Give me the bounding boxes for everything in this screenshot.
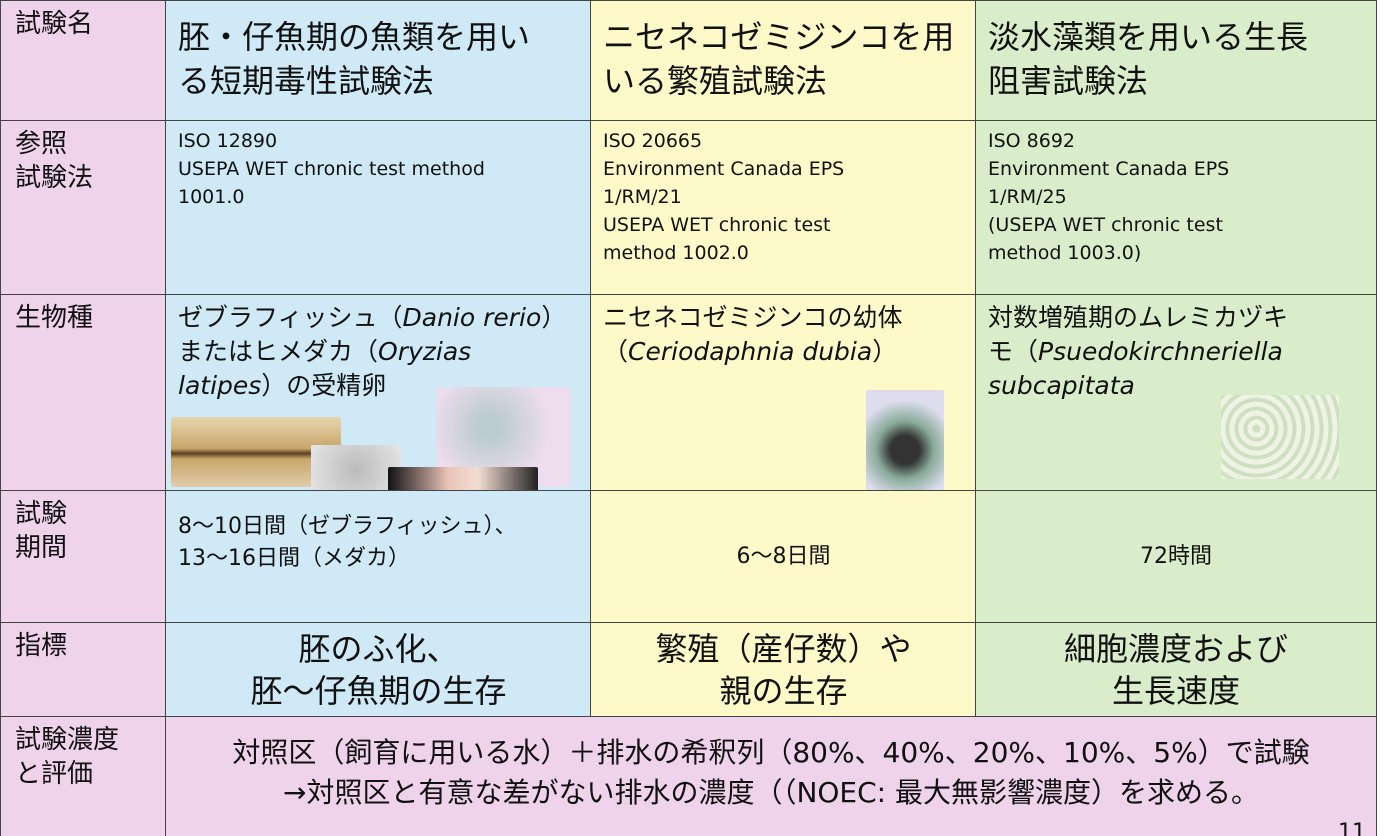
line: (USEPA WET chronic test <box>988 214 1223 236</box>
label-line: 指標 <box>15 631 68 661</box>
line: method 1002.0 <box>603 242 749 264</box>
line: 6〜8日間 <box>736 544 831 569</box>
label-line: 期間 <box>15 533 68 563</box>
cell: 6〜8日間 <box>590 490 977 624</box>
line: ISO 20665 <box>603 130 703 152</box>
line: 1/RM/21 <box>603 186 682 208</box>
text: ）の受精卵 <box>261 371 387 400</box>
line: 72時間 <box>1140 544 1212 569</box>
cell: 胚のふ化、胚〜仔魚期の生存 <box>165 622 592 718</box>
row-label: 試験濃度 と評価 <box>0 716 167 836</box>
line: 繁殖（産仔数）や <box>655 630 912 668</box>
cell: 8〜10日間（ゼブラフィッシュ）、 13〜16日間（メダカ） <box>165 490 592 624</box>
species: Oryzias <box>378 337 472 366</box>
text: ） <box>872 337 898 366</box>
row-label: 指標 <box>0 622 167 718</box>
species: latipes <box>178 371 262 400</box>
cell: 胚・仔魚期の魚類を用い る短期毒性試験法 <box>165 0 592 122</box>
line: 13〜16日間（メダカ） <box>178 546 410 571</box>
label-line: 生物種 <box>15 303 94 333</box>
text: ゼブラフィッシュ（ <box>178 303 403 332</box>
label-line: 試験 <box>15 499 68 529</box>
row-label: 試験 期間 <box>0 490 167 624</box>
species: subcapitata <box>988 371 1135 400</box>
line: 1001.0 <box>178 186 245 208</box>
species: Psuedokirchneriella <box>1038 337 1283 366</box>
label-line: 試験法 <box>15 163 94 193</box>
page-number: 11 <box>1338 820 1366 836</box>
row-label: 試験名 <box>0 0 167 122</box>
line: 対照区（飼育に用いる水）＋排水の希釈列（80%、40%、20%、10%、5%）で… <box>232 736 1310 769</box>
line: method 1003.0) <box>988 242 1142 264</box>
text: ニセネコゼミジンコの幼体 <box>603 303 903 332</box>
cell: 対数増殖期のムレミカヅキ モ（Psuedokirchneriella subca… <box>975 294 1377 492</box>
line: 8〜10日間（ゼブラフィッシュ）、 <box>178 514 517 539</box>
label-line: 参照 <box>15 129 68 159</box>
line: 生長速度 <box>1111 672 1240 710</box>
algae-photo <box>1221 395 1339 479</box>
line: Environment Canada EPS <box>988 158 1230 180</box>
line: ISO 12890 <box>178 130 278 152</box>
line: →対照区と有意な差がない排水の濃度（（NOEC: 最大無影響濃度）を求める。 <box>282 776 1260 809</box>
label-line: と評価 <box>15 759 94 789</box>
cell: ニセネコゼミジンコを用 いる繁殖試験法 <box>590 0 977 122</box>
label-line: 試験名 <box>15 9 94 39</box>
cell: 淡水藻類を用いる生長 阻害試験法 <box>975 0 1377 122</box>
species: Ceriodaphnia dubia <box>628 337 873 366</box>
line: USEPA WET chronic test method <box>178 158 485 180</box>
line: 阻害試験法 <box>988 62 1149 100</box>
text: モ（ <box>988 337 1039 366</box>
line: 1/RM/25 <box>988 186 1067 208</box>
text: またはヒメダカ（ <box>178 337 379 366</box>
text: 対数増殖期のムレミカヅキ <box>988 303 1289 332</box>
cell: 72時間 <box>975 490 1377 624</box>
line: る短期毒性試験法 <box>178 62 435 100</box>
line: いる繁殖試験法 <box>603 62 828 100</box>
cell: ニセネコゼミジンコの幼体 （Ceriodaphnia dubia） <box>590 294 977 492</box>
species: Danio rerio <box>402 303 542 332</box>
text: ） <box>541 303 567 332</box>
daphnia-photo <box>866 390 944 490</box>
line: 親の生存 <box>719 672 848 710</box>
label-line: 試験濃度 <box>15 725 120 755</box>
cell: ISO 12890 USEPA WET chronic test method 10… <box>165 120 592 296</box>
line: 胚〜仔魚期の生存 <box>250 672 507 710</box>
cell: ISO 8692 Environment Canada EPS 1/RM/25 (US… <box>975 120 1377 296</box>
row-label: 参照 試験法 <box>0 120 167 296</box>
line: ISO 8692 <box>988 130 1076 152</box>
cell: 対照区（飼育に用いる水）＋排水の希釈列（80%、40%、20%、10%、5%）で… <box>165 716 1377 836</box>
text: （ <box>603 337 629 366</box>
medaka-photo <box>388 467 538 491</box>
line: 細胞濃度および <box>1063 630 1288 668</box>
row-label: 生物種 <box>0 294 167 492</box>
cell: 繁殖（産仔数）や 親の生存 <box>590 622 977 718</box>
line: 淡水藻類を用いる生長 <box>988 18 1309 56</box>
cell: ISO 20665 Environment Canada EPS 1/RM/21 US… <box>590 120 977 296</box>
line: USEPA WET chronic test <box>603 214 831 236</box>
egg-photo <box>311 445 401 491</box>
line: 胚・仔魚期の魚類を用い <box>178 18 531 56</box>
cell: ゼブラフィッシュ（Danio rerio） またはヒメダカ（Oryzias la… <box>165 294 592 492</box>
line: Environment Canada EPS <box>603 158 845 180</box>
cell: 細胞濃度および 生長速度 <box>975 622 1377 718</box>
line: ニセネコゼミジンコを用 <box>603 18 955 56</box>
line: 胚のふ化、 <box>298 630 459 668</box>
